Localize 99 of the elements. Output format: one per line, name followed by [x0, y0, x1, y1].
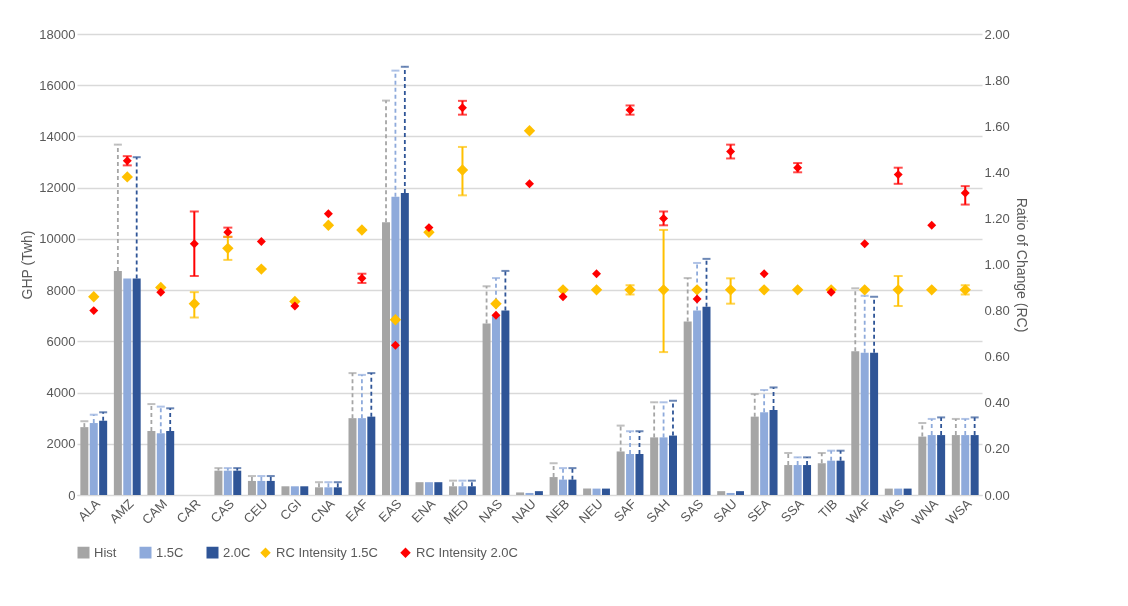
y-tick-label: 6000 [46, 333, 76, 349]
y2-tick-label: 0.80 [984, 303, 1010, 319]
legend-label: RC Intensity 1.5C [276, 544, 378, 560]
x-tick-label: CAR [173, 496, 204, 527]
point [858, 284, 871, 296]
y-tick-label: 4000 [46, 385, 76, 401]
bar [717, 491, 726, 495]
bar [903, 488, 912, 495]
bar [726, 492, 735, 495]
point [490, 297, 502, 310]
bar [793, 465, 802, 495]
y-tick-label: 14000 [39, 128, 76, 144]
y-tick-label: 16000 [39, 77, 76, 93]
y2-tick-label: 0.20 [984, 441, 1010, 457]
point [290, 301, 300, 311]
y-tick-label: 10000 [39, 231, 76, 247]
legend-label: RC Intensity 2.0C [416, 544, 518, 560]
y2-tick-label: 0.60 [984, 349, 1010, 365]
point [758, 284, 770, 296]
point [927, 220, 937, 230]
bar [123, 278, 132, 495]
bar [583, 488, 592, 495]
x-tick-label: SSA [777, 495, 808, 526]
bar [424, 482, 433, 495]
bar [803, 465, 812, 495]
bar [467, 486, 476, 495]
point [323, 209, 333, 219]
y2-tick-label: 0.00 [984, 487, 1010, 503]
point [692, 294, 702, 304]
point [759, 269, 769, 279]
point [322, 219, 335, 232]
point [255, 263, 268, 275]
x-tick-label: SAF [610, 496, 640, 525]
point [592, 269, 602, 279]
bar [516, 492, 525, 495]
y2-axis-title: Ratio of Change (RC) [1013, 197, 1030, 333]
x-tick-label: TIB [815, 496, 841, 521]
bar [491, 315, 500, 495]
bar [80, 427, 89, 495]
bar [449, 486, 458, 495]
point [491, 310, 501, 320]
y2-tick-label: 1.40 [984, 164, 1010, 180]
bar [434, 482, 443, 495]
x-tick-label: CGI [277, 496, 305, 524]
y-tick-label: 2000 [46, 436, 76, 452]
x-tick-label: CNA [307, 495, 338, 527]
x-tick-label: ENA [408, 495, 439, 526]
point [590, 284, 603, 296]
legend-label: 2.0C [223, 544, 251, 560]
point [88, 291, 100, 303]
bar [458, 486, 467, 495]
y-tick-label: 0 [68, 487, 76, 503]
bar [601, 488, 610, 495]
point [691, 284, 703, 296]
bar [592, 488, 601, 495]
y-tick-label: 18000 [39, 26, 76, 42]
point [89, 306, 99, 316]
point [356, 224, 368, 236]
point [121, 171, 133, 183]
x-tick-label: CAS [207, 495, 238, 526]
bar [884, 488, 893, 495]
bar [257, 480, 266, 495]
y2-tick-label: 0.40 [984, 395, 1010, 411]
y-tick-label: 8000 [46, 282, 76, 298]
point [791, 284, 804, 296]
point [525, 179, 534, 189]
point [558, 292, 568, 302]
bar [89, 423, 98, 495]
point [390, 340, 400, 350]
y-axis-title: GHP (Twh) [19, 230, 36, 300]
bar [333, 487, 342, 495]
y2-tick-label: 1.80 [984, 72, 1010, 88]
point [156, 287, 166, 297]
bar [281, 486, 290, 495]
point [424, 223, 434, 233]
y-tick-label: 12000 [39, 180, 76, 196]
x-tick-label: SEA [744, 495, 774, 526]
point [256, 236, 266, 246]
point [926, 284, 938, 296]
x-tick-label: SAS [677, 495, 707, 526]
point [523, 125, 536, 137]
bar [314, 487, 323, 495]
legend-label: Hist [94, 544, 117, 560]
legend-label: 1.5C [156, 544, 184, 560]
point [389, 314, 402, 326]
bar [415, 482, 424, 495]
bar [894, 488, 903, 495]
bar [534, 491, 543, 495]
point [860, 239, 870, 249]
bar [290, 486, 299, 495]
bar [324, 487, 333, 495]
x-tick-label: ALA [74, 495, 104, 525]
y2-tick-label: 1.00 [984, 257, 1010, 272]
y2-tick-label: 2.00 [984, 26, 1010, 42]
bar [300, 486, 309, 495]
y2-tick-label: 1.60 [984, 118, 1010, 134]
y2-tick-label: 1.20 [984, 210, 1010, 226]
bar [736, 491, 745, 495]
bar [247, 480, 256, 495]
